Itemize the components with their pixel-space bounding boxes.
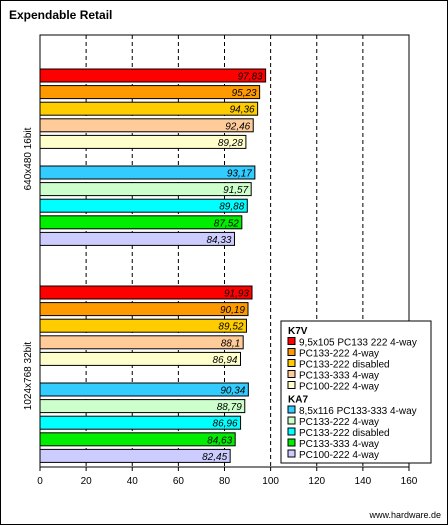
bar xyxy=(39,399,246,414)
bar xyxy=(39,101,259,116)
bar xyxy=(39,302,249,317)
legend-swatch xyxy=(287,438,296,447)
data-label: 89,28 xyxy=(218,138,243,149)
data-label: 92,46 xyxy=(225,121,250,132)
legend-item: PC100-222 4-way xyxy=(299,382,379,393)
bar xyxy=(39,198,248,213)
legend-swatch xyxy=(287,337,296,345)
bar xyxy=(39,382,249,397)
legend-swatch xyxy=(287,405,296,414)
legend-item: PC100-222 4-way xyxy=(299,450,379,461)
data-label: 86,96 xyxy=(213,419,238,430)
data-label: 93,17 xyxy=(227,169,252,180)
bar xyxy=(39,118,254,133)
bar xyxy=(39,285,253,300)
legend-swatch xyxy=(287,416,296,425)
bar xyxy=(39,231,235,246)
bar xyxy=(39,335,244,350)
legend-item: PC133-333 4-way xyxy=(299,439,379,450)
data-label: 90,34 xyxy=(220,386,245,397)
group-label: 1024x768 32bit xyxy=(23,342,34,411)
data-label: 95,23 xyxy=(232,88,257,99)
bar xyxy=(39,415,242,430)
x-tick-label: 20 xyxy=(81,476,93,487)
bar xyxy=(39,134,247,149)
bar xyxy=(39,318,247,333)
x-tick-label: 100 xyxy=(262,476,279,487)
data-label: 86,94 xyxy=(212,355,237,366)
legend-box xyxy=(280,320,432,464)
legend-heading: KA7 xyxy=(288,395,308,406)
x-tick-label: 60 xyxy=(173,476,185,487)
bar xyxy=(39,182,252,197)
x-tick-label: 80 xyxy=(219,476,231,487)
x-tick-label: 160 xyxy=(401,476,418,487)
legend-swatch xyxy=(287,427,296,436)
legend-item: PC133-222 4-way xyxy=(299,417,379,428)
legend-item: PC133-222 4-way xyxy=(299,349,379,360)
chart-title: Expendable Retail xyxy=(9,8,113,22)
legend-item: PC133-222 disabled xyxy=(299,360,390,371)
data-label: 87,52 xyxy=(214,218,239,229)
bar xyxy=(39,165,256,180)
x-tick-label: 0 xyxy=(37,476,43,487)
legend-item: PC133-333 4-way xyxy=(299,371,379,382)
data-label: 84,63 xyxy=(207,435,232,446)
data-label: 91,57 xyxy=(223,185,248,196)
data-label: 91,93 xyxy=(224,289,249,300)
chart-footer: www.hardware.de xyxy=(369,510,441,520)
group-label: 640x480 16bit xyxy=(23,127,34,190)
legend-swatch xyxy=(287,359,296,367)
data-label: 88,1 xyxy=(221,338,240,349)
legend-swatch xyxy=(287,370,296,378)
data-label: 89,52 xyxy=(218,322,243,333)
legend-item: 9,5x105 PC133 222 4-way xyxy=(299,338,417,349)
bar xyxy=(39,448,231,463)
data-label: 84,33 xyxy=(206,235,231,246)
data-label: 97,83 xyxy=(238,72,263,83)
legend-heading: K7V xyxy=(288,326,308,337)
bar xyxy=(39,432,236,447)
legend-item: PC133-222 disabled xyxy=(299,428,390,439)
legend-item: 8,5x116 PC133-333 4-way xyxy=(299,406,417,417)
data-label: 90,19 xyxy=(220,305,245,316)
x-tick-label: 120 xyxy=(308,476,325,487)
data-label: 94,36 xyxy=(230,105,255,116)
x-tick-label: 40 xyxy=(127,476,139,487)
data-label: 89,88 xyxy=(219,202,244,213)
data-label: 88,79 xyxy=(217,402,242,413)
bar xyxy=(39,85,261,100)
x-tick-label: 140 xyxy=(355,476,372,487)
bar xyxy=(39,351,242,366)
bar xyxy=(39,215,243,230)
data-label: 82,45 xyxy=(202,452,227,463)
legend-swatch xyxy=(287,381,296,389)
legend-swatch xyxy=(287,449,296,458)
legend-swatch xyxy=(287,348,296,356)
bar xyxy=(39,68,267,83)
